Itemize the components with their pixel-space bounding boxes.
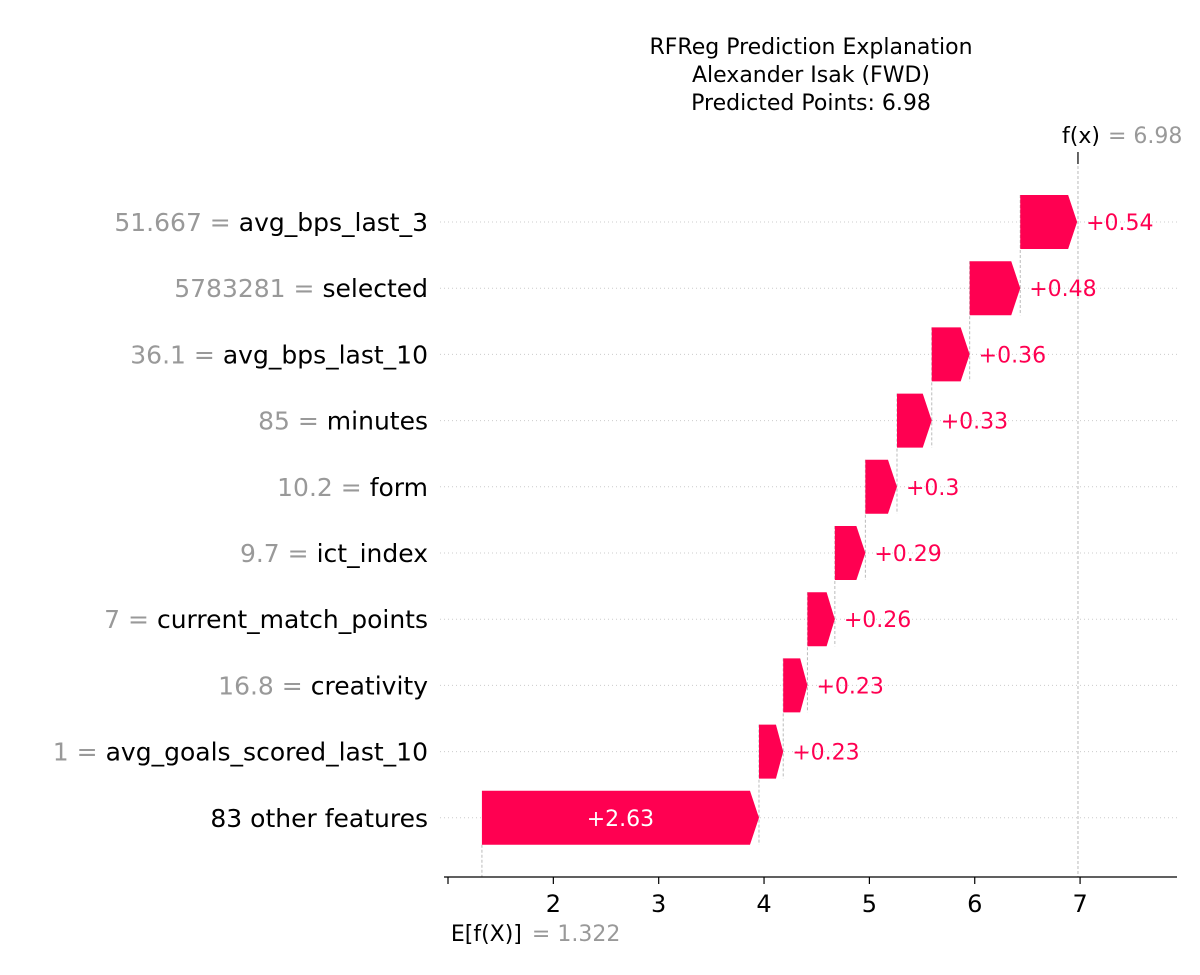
x-tick-label: 4 [756,890,771,918]
x-tick-label: 3 [651,890,666,918]
output-value-prefix: f(x) [1062,124,1100,149]
feature-value-label: 36.1 = [130,340,215,369]
output-value-text: = 6.98 [1108,124,1182,149]
feature-value-label: 5783281 = [174,274,314,303]
bar-value-label: +2.63 [587,807,654,832]
bar-creativity [783,658,808,713]
bar-value-label: +0.36 [979,343,1046,368]
feature-labels: +0.54 avg_bps_last_3 51.667 = +0.48 selected… [53,208,1154,833]
bar-selected [969,261,1021,316]
bar-value-label: +0.23 [792,741,859,766]
bars [481,195,1078,845]
feature-name-label: form [370,473,428,502]
feature-value-label: 85 = [258,407,319,436]
title-line-1: RFReg Prediction Explanation [649,35,972,60]
feature-value-label: 7 = [104,605,149,634]
bar-ict_index [834,526,866,580]
annotations: E[f(X)] = 1.322 f(x) = 6.98 [451,124,1183,947]
feature-name-label: minutes [327,407,428,436]
feature-name-label: avg_bps_last_10 [223,340,428,369]
feature-value-label: 10.2 = [277,473,362,502]
base-value-prefix: E[f(X)] [451,922,522,947]
title-line-2: Alexander Isak (FWD) [692,63,930,88]
bar-avg_bps_last_10 [931,327,970,382]
feature-name-label: ict_index [317,539,428,568]
feature-name-label: 83 other features [210,804,428,833]
bar-value-label: +0.26 [844,608,911,633]
title-line-3: Predicted Points: 6.98 [691,91,931,116]
bar-83-other-features [481,790,759,845]
feature-name-label: avg_goals_scored_last_10 [106,738,428,767]
bar-minutes [896,393,932,448]
feature-name-label: selected [322,274,428,303]
x-tick-label: 6 [967,890,982,918]
feature-value-label: 16.8 = [218,671,303,700]
bar-value-label: +0.48 [1029,277,1096,302]
bar-avg_goals_scored_last_10 [758,724,784,779]
bar-form [865,459,897,514]
bar-value-label: +0.33 [941,410,1008,435]
chart-title: RFReg Prediction Explanation Alexander I… [649,35,972,116]
bar-value-label: +0.29 [874,542,941,567]
reference-lines [481,152,1079,877]
feature-value-label: 51.667 = [114,208,230,237]
feature-value-label: 9.7 = [240,539,309,568]
bar-avg_bps_last_3 [1020,195,1078,249]
gridlines [440,221,1177,819]
bar-current_match_points [807,592,835,647]
feature-value-label: 1 = [53,738,98,767]
feature-name-label: current_match_points [157,605,428,634]
bar-value-label: +0.54 [1086,211,1153,236]
x-tick-label: 5 [862,890,877,918]
x-axis: 2 3 4 5 6 7 [444,876,1177,918]
x-tick-label: 2 [546,890,561,918]
x-tick-label: 7 [1072,890,1087,918]
bar-value-label: +0.23 [816,674,883,699]
bar-value-label: +0.3 [906,476,959,501]
feature-name-label: creativity [311,671,428,700]
base-value-text: = 1.322 [532,922,620,947]
feature-name-label: avg_bps_last_3 [239,208,428,237]
